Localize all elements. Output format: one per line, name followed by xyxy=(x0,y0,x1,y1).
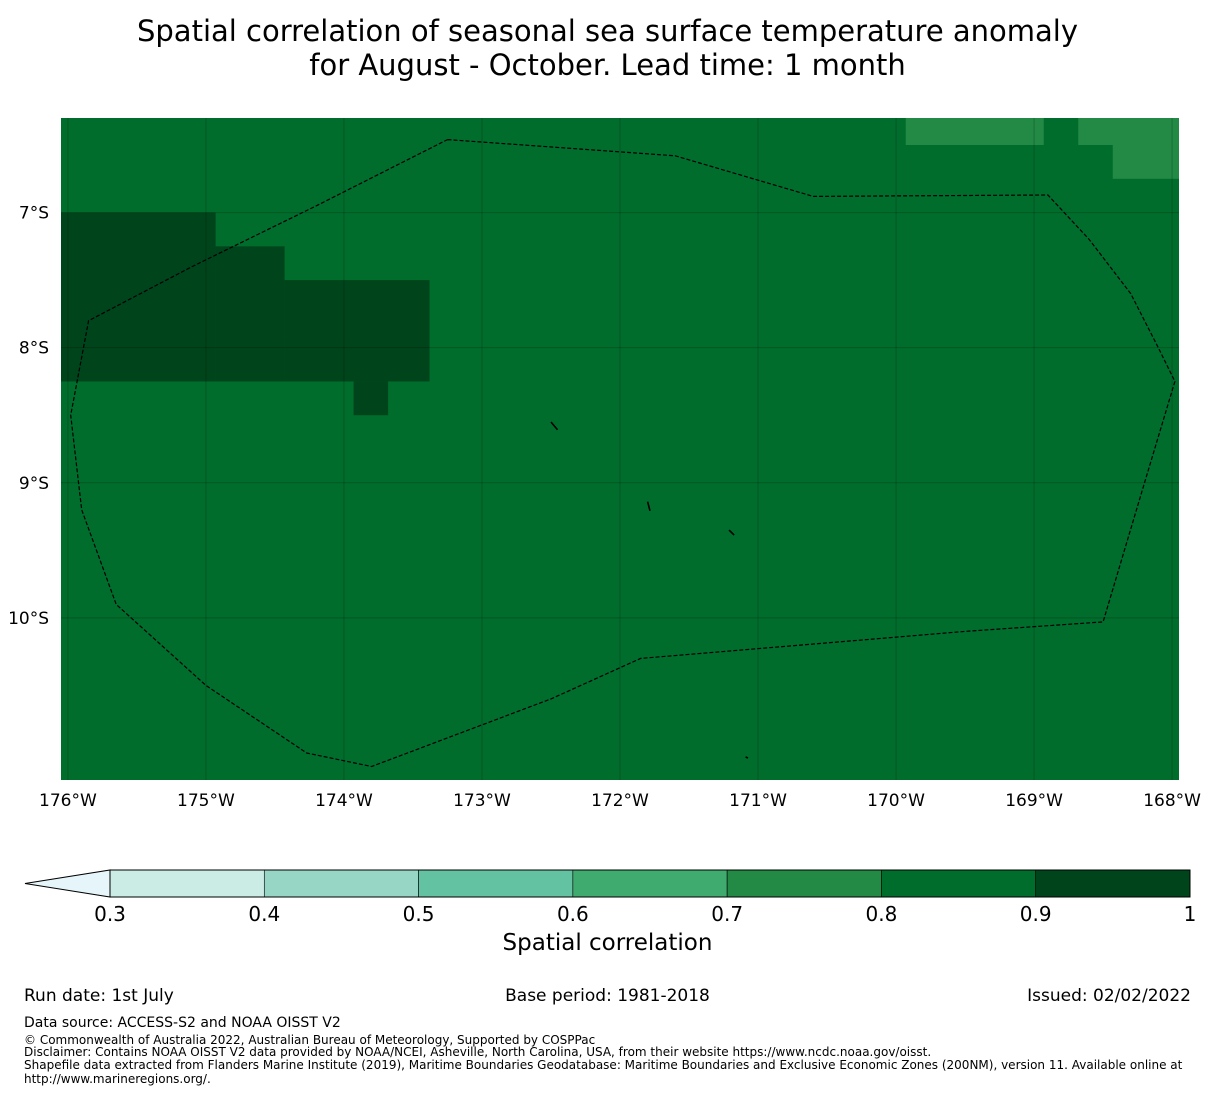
chart-title: Spatial correlation of seasonal sea surf… xyxy=(0,14,1215,82)
map-background xyxy=(61,118,1179,780)
colorbar-tick-label: 0.4 xyxy=(248,902,280,926)
heatmap-cell xyxy=(905,118,1044,146)
x-tick-label: 176°W xyxy=(39,791,97,811)
disclaimer: Disclaimer: Contains NOAA OISST V2 data … xyxy=(24,1045,932,1059)
map-plot: 176°W 175°W 174°W 173°W 172°W 171°W 170°W 169°W… xyxy=(8,118,1201,811)
colorbar-tick-label: 0.7 xyxy=(711,902,743,926)
island xyxy=(646,501,651,511)
colorbar-segment xyxy=(1035,869,1191,898)
x-tick-label: 175°W xyxy=(177,791,235,811)
colorbar-frame xyxy=(109,869,1191,898)
island xyxy=(550,421,559,431)
x-tick-label: 174°W xyxy=(315,791,373,811)
run-date: Run date: 1st July xyxy=(24,986,174,1006)
colorbar-segment xyxy=(881,869,1037,898)
colorbar-segment xyxy=(418,869,574,898)
x-tick-label: 172°W xyxy=(591,791,649,811)
island xyxy=(728,529,735,536)
copyright: © Commonwealth of Australia 2022, Austra… xyxy=(24,1033,596,1047)
x-tick-label: 168°W xyxy=(1143,791,1201,811)
island xyxy=(745,756,749,759)
colorbar-segment xyxy=(726,869,882,898)
base-period: Base period: 1981-2018 xyxy=(505,986,710,1006)
shapefile-url: http://www.marineregions.org/. xyxy=(24,1072,211,1086)
heatmap-cell xyxy=(1078,118,1179,146)
colorbar-tick-label: 1 xyxy=(1184,902,1197,926)
colorbar-segment xyxy=(109,869,265,898)
y-tick-label: 9°S xyxy=(19,474,49,494)
chart-title-line-1: Spatial correlation of seasonal sea surf… xyxy=(136,14,1079,48)
heatmap-cell xyxy=(61,212,216,382)
x-tick-label: 170°W xyxy=(867,791,925,811)
colorbar-extend-arrow xyxy=(24,869,111,898)
x-tick-label: 173°W xyxy=(453,791,511,811)
colorbar-tick-label: 0.5 xyxy=(403,902,435,926)
colorbar-segment xyxy=(263,869,419,898)
data-source: Data source: ACCESS-S2 and NOAA OISST V2 xyxy=(24,1015,341,1031)
issued-date: Issued: 02/02/2022 xyxy=(1027,986,1191,1006)
colorbar-tick-label: 0.9 xyxy=(1020,902,1052,926)
colorbar-tick-label: 0.6 xyxy=(557,902,589,926)
shapefile-note: Shapefile data extracted from Flanders M… xyxy=(24,1058,1183,1072)
heatmap-cell xyxy=(215,246,285,382)
eez-boundary xyxy=(70,139,1176,768)
x-tick-label: 169°W xyxy=(1005,791,1063,811)
chart-title-line-2: for August - October. Lead time: 1 month xyxy=(309,48,906,82)
colorbar-tick-label: 0.3 xyxy=(94,902,126,926)
colorbar-label: Spatial correlation xyxy=(502,930,713,956)
colorbar-segment xyxy=(572,869,728,898)
x-tick-label: 171°W xyxy=(729,791,787,811)
heatmap-cell xyxy=(353,381,389,416)
heatmap-cell xyxy=(284,280,430,382)
y-tick-label: 8°S xyxy=(19,339,49,359)
y-tick-label: 10°S xyxy=(8,609,49,629)
map-cells xyxy=(61,118,1179,416)
y-tick-label: 7°S xyxy=(19,204,49,224)
colorbar-tick-label: 0.8 xyxy=(866,902,898,926)
heatmap-cell xyxy=(1112,145,1179,179)
